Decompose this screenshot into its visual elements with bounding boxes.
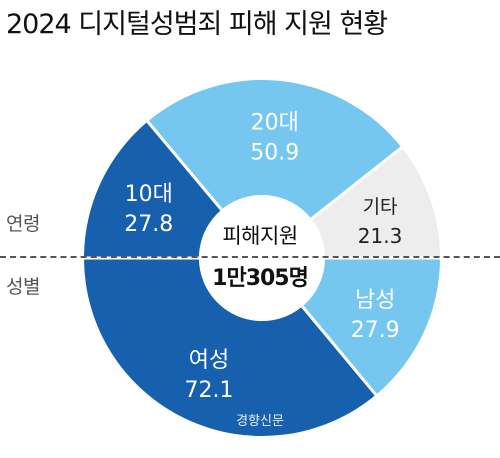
slice-value-female: 27.9: [351, 318, 400, 343]
slice-separator: [299, 303, 379, 398]
slice-separator: [308, 145, 405, 222]
slice-value-male: 72.1: [184, 378, 233, 403]
chart-title: 2024 디지털성범죄 피해 지원 현황: [6, 9, 388, 40]
age-gender-divider: [0, 256, 500, 258]
gender-group-label: 성별: [6, 276, 40, 298]
slice-value-other: 21.3: [358, 224, 403, 248]
slice-teens: [84, 121, 222, 259]
slice-other: [311, 147, 440, 258]
slice-separator: [145, 119, 224, 213]
age-group-label: 연령: [6, 213, 40, 235]
center-caption: 피해지원: [222, 224, 298, 248]
center-total: 1만305명: [212, 266, 309, 291]
slice-label-male: 여성: [189, 348, 229, 373]
slice-value-twenties: 50.9: [250, 141, 299, 166]
slice-female: [302, 258, 440, 395]
slice-label-teens: 10대: [125, 182, 173, 207]
slice-value-teens: 27.8: [124, 212, 173, 237]
source-credit: 경향신문: [236, 414, 284, 429]
slice-label-female: 남성: [355, 288, 395, 313]
slice-twenties: [147, 80, 402, 219]
slice-label-other: 기타: [363, 196, 398, 218]
donut-hole: [199, 195, 325, 321]
slice-male: [84, 258, 376, 436]
slice-label-twenties: 20대: [251, 111, 299, 136]
